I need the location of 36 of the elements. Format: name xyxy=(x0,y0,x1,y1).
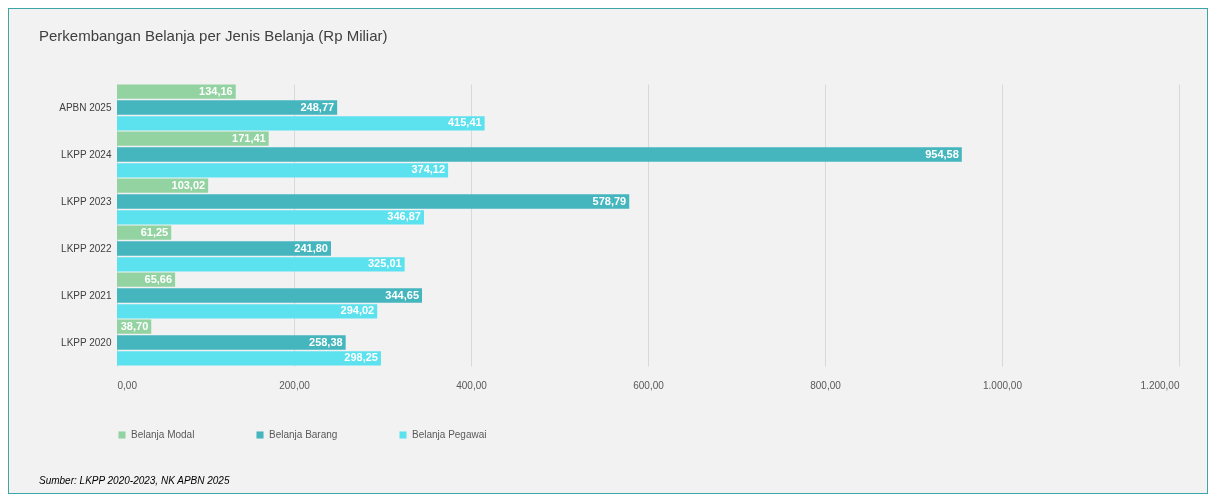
y-tick-label: LKPP 2020 xyxy=(61,336,112,348)
data-label: 248,77 xyxy=(300,100,335,113)
y-tick-label: LKPP 2022 xyxy=(61,242,112,254)
x-tick-label: 1.000,00 xyxy=(983,379,1023,391)
x-tick-label: 0,00 xyxy=(117,379,138,391)
data-label: 241,80 xyxy=(294,241,328,254)
y-tick-label: LKPP 2021 xyxy=(61,289,112,301)
data-label: 346,87 xyxy=(387,210,421,223)
x-tick-label: 1.200,00 xyxy=(1140,379,1180,391)
data-label: 954,58 xyxy=(925,147,959,160)
legend-label: Belanja Barang xyxy=(269,429,338,440)
y-tick-label: LKPP 2023 xyxy=(61,195,112,207)
data-label: 134,16 xyxy=(199,84,233,97)
data-label: 578,79 xyxy=(592,194,627,207)
x-tick-label: 200,00 xyxy=(279,379,311,391)
data-label: 294,02 xyxy=(340,304,375,317)
text: Sumber: LKPP 2020-2023, NK APBN 2025 xyxy=(39,475,230,486)
data-label: 103,02 xyxy=(171,178,206,191)
data-label: 61,25 xyxy=(140,225,169,238)
data-label: 65,66 xyxy=(144,272,173,285)
y-tick-label: LKPP 2024 xyxy=(61,148,112,160)
data-label: 374,12 xyxy=(411,163,446,176)
legend-label: Belanja Modal xyxy=(131,429,195,440)
data-label: 325,01 xyxy=(367,257,402,270)
data-label: 298,25 xyxy=(344,351,378,364)
y-tick-label: APBN 2025 xyxy=(59,101,112,113)
x-tick-label: 400,00 xyxy=(456,379,488,391)
data-label: 344,65 xyxy=(385,288,420,301)
legend-label: Belanja Pegawai xyxy=(412,429,487,440)
chart-title: Perkembangan Belanja per Jenis Belanja (Rp Miliar) xyxy=(39,27,388,44)
data-label: 415,41 xyxy=(447,116,482,129)
data-label: 258,38 xyxy=(309,335,343,348)
data-label: 171,41 xyxy=(232,131,266,144)
x-tick-label: 800,00 xyxy=(810,379,842,391)
data-label: 38,70 xyxy=(120,319,149,332)
x-tick-label: 600,00 xyxy=(633,379,665,391)
